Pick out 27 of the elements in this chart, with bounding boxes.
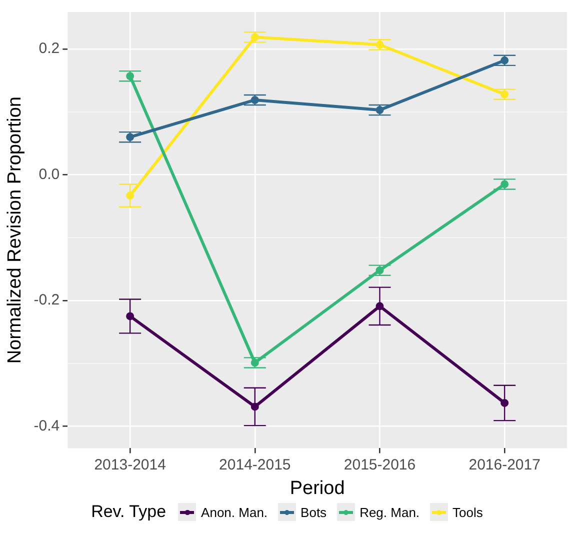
point [126,133,134,142]
point [500,180,509,188]
y-tick-label: 0.0 [38,166,60,183]
legend-label: Tools [452,504,483,520]
y-axis-title: Normalized Revision Proportion [4,96,26,364]
y-tick-label: -0.4 [34,417,60,434]
point [126,72,134,80]
x-tick-label: 2013-2014 [94,456,166,474]
legend-label: Bots [300,504,327,520]
point [250,96,259,104]
point [500,398,509,407]
y-tick-label: 0.2 [38,40,60,58]
legend-label: Reg. Man. [360,504,420,520]
x-tick-label: 2015-2016 [344,456,416,474]
point [250,402,259,411]
point [250,358,259,367]
point [126,192,134,200]
point [126,312,134,320]
point [250,33,259,42]
x-tick-label: 2014-2015 [219,456,291,474]
legend-title: Rev. Type [91,502,166,522]
legend-label: Anon. Man. [201,504,268,520]
x-axis-title: Period [290,478,345,499]
x-tick-label: 2016-2017 [468,456,540,474]
y-tick-label: -0.2 [34,292,60,309]
point [500,90,509,98]
point [500,56,509,64]
